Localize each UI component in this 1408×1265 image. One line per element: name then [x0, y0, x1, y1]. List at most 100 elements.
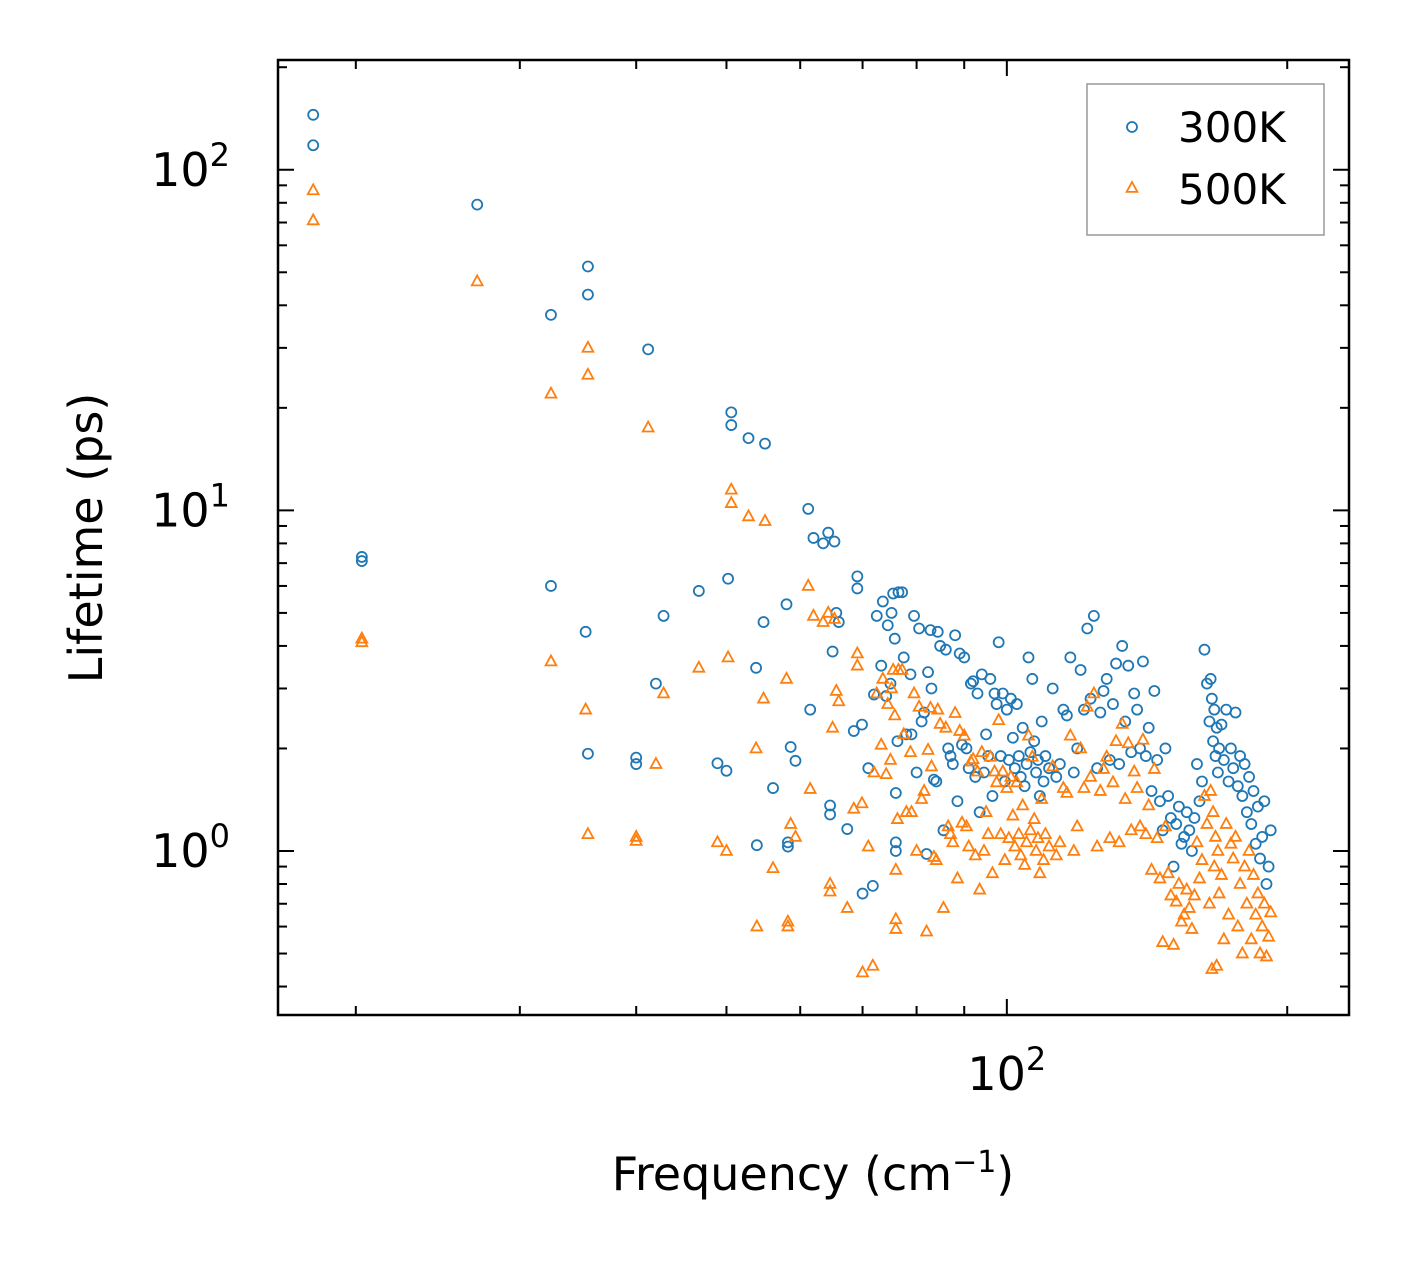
data-point-500k: [1015, 797, 1030, 811]
data-point-500k: [850, 657, 865, 671]
data-point-300k: [1006, 731, 1019, 744]
data-point-500k: [1086, 685, 1101, 699]
data-point-300k: [951, 795, 964, 808]
data-point-500k: [1073, 740, 1088, 754]
data-point-500k: [1161, 865, 1176, 879]
data-point-300k: [824, 808, 836, 821]
data-point-500k: [1214, 867, 1229, 880]
data-point-500k: [888, 862, 903, 875]
data-point-500k: [1195, 852, 1209, 865]
data-point-500k: [1102, 830, 1117, 844]
data-point-500k: [1141, 797, 1156, 811]
data-point-500k: [903, 744, 918, 758]
data-point-500k: [1013, 847, 1028, 861]
data-point-500k: [1187, 887, 1202, 901]
data-point-500k: [544, 385, 558, 399]
data-point-500k: [1202, 895, 1217, 909]
data-point-300k: [307, 139, 320, 152]
data-point-500k: [1093, 783, 1108, 796]
data-point-500k: [783, 816, 798, 829]
data-point-300k: [1000, 703, 1013, 716]
data-point-500k: [1077, 780, 1091, 793]
data-point-300k: [1170, 818, 1183, 830]
tick-labels: 102 100 101 102: [151, 136, 1046, 1101]
data-point-500k: [749, 740, 764, 754]
y-tick-label: 102: [151, 136, 230, 197]
plot-frame: [276, 58, 1351, 1017]
data-point-500k: [1019, 834, 1034, 848]
data-point-500k: [985, 865, 1000, 879]
data-point-300k: [1033, 790, 1046, 802]
data-point-300k: [1046, 682, 1059, 695]
data-point-300k: [1196, 775, 1208, 788]
data-point-500k: [1155, 934, 1170, 947]
data-point-300k: [1204, 673, 1217, 685]
data-point-300k: [992, 636, 1005, 649]
data-point-300k: [1262, 860, 1275, 873]
data-point-500k: [1136, 731, 1150, 745]
data-point-300k: [910, 766, 923, 779]
data-point-500k: [1147, 761, 1162, 774]
data-point-500k: [823, 876, 838, 889]
data-point-500k: [1106, 774, 1120, 788]
x-axis-title: Frequency (cm−1): [612, 1145, 1015, 1201]
data-point-300k: [1236, 790, 1249, 802]
data-point-500k: [912, 698, 927, 712]
data-point-500k: [1171, 876, 1186, 889]
data-point-500k: [945, 834, 960, 848]
data-point-500k: [929, 852, 944, 865]
data-point-500k: [629, 833, 644, 846]
data-point-300k: [1240, 806, 1253, 819]
data-point-300k: [1172, 800, 1185, 813]
data-point-500k: [884, 680, 899, 694]
data-point-500k: [1025, 748, 1040, 762]
data-point-500k: [895, 662, 910, 675]
data-point-500k: [1174, 913, 1189, 927]
data-point-500k: [758, 513, 772, 526]
data-point-500k: [993, 826, 1008, 840]
data-point-500k: [1248, 906, 1263, 920]
data-point-300k: [1227, 762, 1240, 775]
data-point-500k: [1090, 838, 1105, 852]
data-point-500k: [741, 508, 756, 522]
data-point-300k: [1211, 766, 1224, 779]
data-point-300k: [847, 725, 860, 737]
data-point-300k: [1131, 703, 1144, 716]
data-point-500k: [354, 634, 369, 648]
data-point-500k: [1184, 921, 1199, 934]
data-point-500k: [1130, 780, 1145, 793]
data-point-300k: [1037, 775, 1050, 788]
data-point-500k: [1212, 885, 1227, 899]
data-point-500k: [874, 736, 889, 750]
data-point-500k: [1166, 937, 1181, 950]
data-point-500k: [1036, 852, 1051, 865]
data-point-500k: [919, 923, 934, 937]
data-point-300k: [725, 419, 738, 431]
data-point-300k: [1110, 657, 1122, 670]
data-point-500k: [855, 964, 870, 978]
data-point-500k: [855, 795, 869, 809]
data-point-300k: [1254, 852, 1266, 865]
data-point-500k: [1138, 826, 1153, 840]
data-point-500k: [829, 683, 844, 696]
data-point-300k: [885, 607, 898, 619]
data-point-500k: [1263, 904, 1278, 918]
data-point-500k: [823, 883, 838, 897]
data-point-300k: [881, 619, 894, 632]
data-point-300k: [913, 622, 925, 635]
data-point-300k: [942, 742, 955, 755]
data-point-300k: [757, 616, 770, 628]
data-point-300k: [1087, 610, 1100, 622]
legend-label-300k: 300K: [1178, 103, 1287, 152]
legend-marker-300k: [1126, 121, 1138, 133]
data-point-500k: [827, 611, 842, 624]
data-point-500k: [629, 829, 644, 842]
data-point-500k: [780, 913, 795, 927]
data-point-300k: [891, 735, 904, 748]
data-point-500k: [961, 838, 976, 852]
data-point-500k: [649, 756, 663, 769]
data-point-300k: [781, 836, 794, 849]
data-point-500k: [1203, 783, 1218, 796]
data-point-300k: [927, 773, 940, 786]
data-point-300k: [1071, 742, 1084, 755]
